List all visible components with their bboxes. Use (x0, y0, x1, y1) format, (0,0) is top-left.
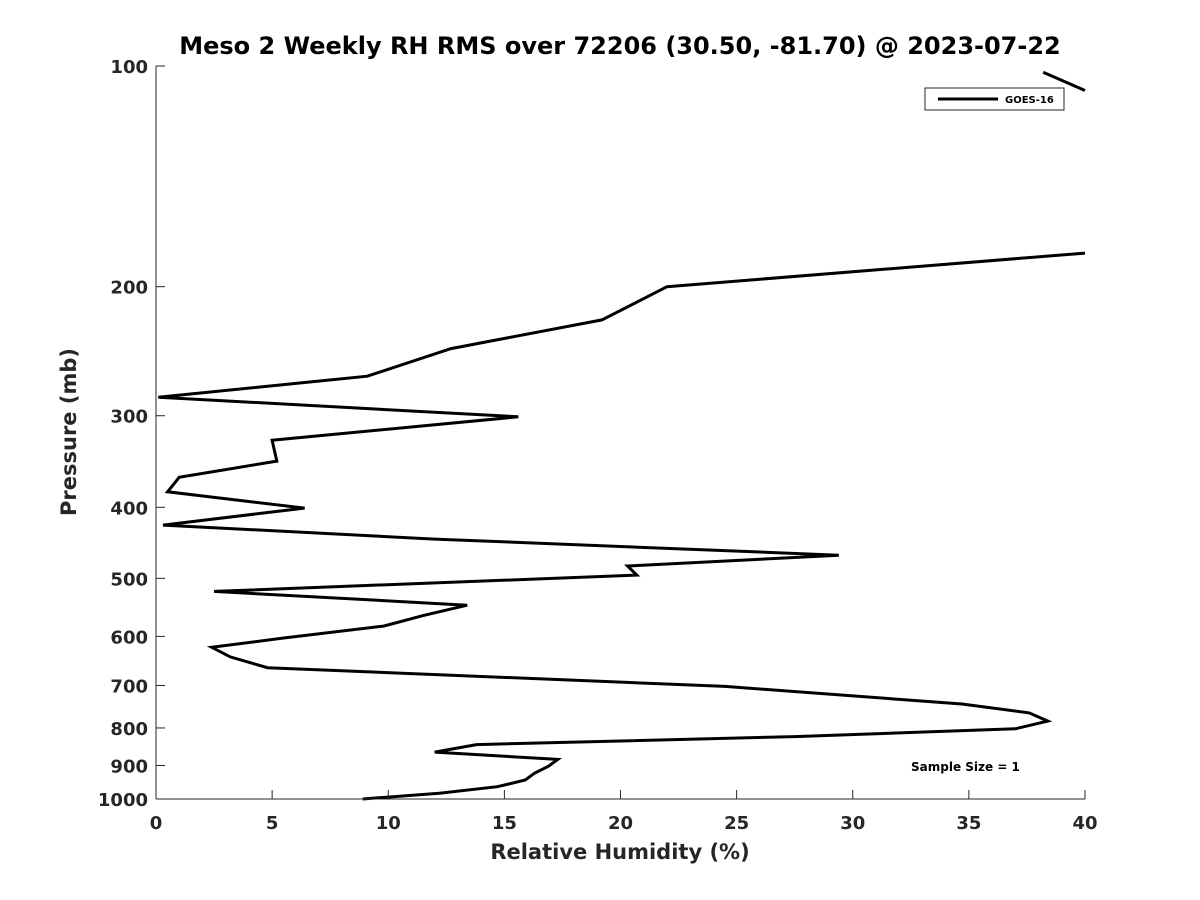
legend-label-goes-16: GOES-16 (1005, 95, 1054, 106)
series-line-goes-16-upper (1042, 70, 1086, 92)
y-axis-ticks: 100 200 300 400 500 600 700 800 900 1000 (98, 57, 165, 811)
plot-area (156, 66, 1085, 799)
x-tick-label: 25 (724, 813, 749, 834)
sample-size-annotation: Sample Size = 1 (911, 760, 1020, 774)
series-layer (158, 70, 1086, 801)
y-tick-label: 100 (110, 57, 148, 78)
y-tick-label: 300 (110, 407, 148, 428)
x-tick-label: 35 (956, 813, 981, 834)
chart-title: Meso 2 Weekly RH RMS over 72206 (30.50, … (179, 32, 1061, 60)
y-axis-label: Pressure (mb) (57, 348, 81, 516)
x-tick-label: 10 (376, 813, 401, 834)
y-tick-label: 900 (110, 756, 148, 777)
x-axis-label: Relative Humidity (%) (490, 840, 749, 864)
y-tick-label: 500 (110, 569, 148, 590)
series-line-goes-16 (158, 251, 1086, 801)
x-tick-label: 30 (840, 813, 865, 834)
y-tick-label: 800 (110, 719, 148, 740)
y-tick-label: 1000 (98, 790, 148, 811)
y-tick-label: 600 (110, 627, 148, 648)
x-tick-label: 0 (150, 813, 163, 834)
x-tick-label: 15 (492, 813, 517, 834)
x-tick-label: 5 (266, 813, 279, 834)
y-tick-label: 700 (110, 676, 148, 697)
x-tick-label: 40 (1072, 813, 1097, 834)
x-tick-label: 20 (608, 813, 633, 834)
y-tick-label: 400 (110, 498, 148, 519)
legend: GOES-16 (924, 87, 1065, 111)
y-tick-label: 200 (110, 278, 148, 299)
x-axis-ticks: 0 5 10 15 20 25 30 35 40 (150, 790, 1098, 834)
